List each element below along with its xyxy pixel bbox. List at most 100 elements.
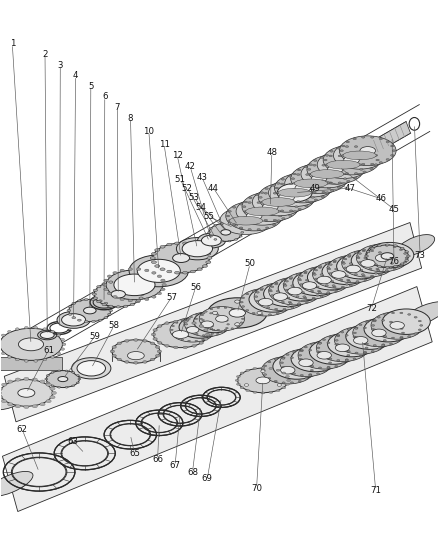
Ellipse shape [274, 173, 330, 203]
Ellipse shape [347, 256, 350, 257]
Ellipse shape [96, 286, 101, 288]
Ellipse shape [355, 265, 358, 267]
Ellipse shape [377, 265, 381, 268]
Ellipse shape [77, 361, 105, 376]
Ellipse shape [310, 369, 313, 371]
Ellipse shape [365, 251, 369, 253]
Ellipse shape [343, 178, 346, 180]
Ellipse shape [18, 389, 35, 397]
Ellipse shape [94, 281, 142, 307]
Ellipse shape [92, 293, 96, 295]
Ellipse shape [34, 327, 38, 329]
Ellipse shape [281, 372, 285, 374]
Ellipse shape [399, 328, 402, 329]
Ellipse shape [360, 163, 364, 165]
Ellipse shape [276, 312, 279, 314]
Ellipse shape [281, 217, 284, 220]
Ellipse shape [399, 337, 402, 339]
Ellipse shape [46, 370, 79, 387]
Ellipse shape [322, 354, 325, 356]
Ellipse shape [318, 265, 321, 267]
Ellipse shape [276, 290, 279, 292]
Ellipse shape [317, 151, 369, 179]
Ellipse shape [297, 187, 300, 188]
Ellipse shape [209, 236, 212, 237]
Ellipse shape [362, 265, 365, 267]
Ellipse shape [399, 263, 403, 265]
Ellipse shape [298, 279, 301, 281]
Ellipse shape [361, 250, 364, 252]
Ellipse shape [278, 215, 281, 217]
Ellipse shape [287, 175, 291, 177]
Ellipse shape [241, 297, 244, 298]
Ellipse shape [152, 337, 157, 340]
Ellipse shape [355, 281, 358, 282]
Ellipse shape [57, 352, 60, 354]
Ellipse shape [102, 284, 107, 286]
Ellipse shape [310, 197, 314, 198]
Ellipse shape [340, 346, 343, 348]
Ellipse shape [242, 206, 245, 207]
Polygon shape [4, 222, 420, 422]
Ellipse shape [341, 145, 344, 147]
Ellipse shape [51, 391, 57, 394]
Ellipse shape [419, 325, 422, 326]
Ellipse shape [339, 136, 395, 166]
Ellipse shape [18, 338, 43, 351]
Ellipse shape [71, 358, 111, 379]
Ellipse shape [399, 336, 402, 338]
Ellipse shape [318, 292, 321, 293]
Ellipse shape [345, 265, 360, 273]
Ellipse shape [341, 173, 344, 175]
Text: 58: 58 [108, 321, 119, 330]
Ellipse shape [216, 307, 219, 309]
Ellipse shape [339, 279, 342, 281]
Ellipse shape [283, 285, 286, 286]
Ellipse shape [209, 228, 212, 229]
Ellipse shape [369, 150, 372, 152]
Text: 3: 3 [57, 61, 63, 69]
Ellipse shape [258, 298, 272, 306]
Ellipse shape [370, 247, 374, 249]
Ellipse shape [202, 335, 205, 336]
Ellipse shape [344, 284, 347, 285]
Ellipse shape [272, 206, 275, 208]
Ellipse shape [260, 201, 263, 203]
Ellipse shape [157, 275, 161, 278]
Ellipse shape [109, 281, 113, 283]
Ellipse shape [279, 349, 332, 376]
Ellipse shape [332, 260, 336, 262]
Ellipse shape [25, 360, 28, 362]
Ellipse shape [314, 269, 317, 271]
Ellipse shape [297, 288, 300, 289]
Ellipse shape [381, 335, 384, 337]
Ellipse shape [186, 320, 189, 321]
Ellipse shape [191, 322, 196, 325]
Ellipse shape [327, 165, 342, 173]
Ellipse shape [272, 354, 320, 379]
Ellipse shape [290, 382, 293, 384]
Ellipse shape [107, 313, 111, 316]
Ellipse shape [312, 164, 315, 166]
Ellipse shape [195, 333, 198, 335]
Ellipse shape [282, 310, 285, 311]
Ellipse shape [151, 333, 155, 336]
Ellipse shape [117, 342, 121, 345]
Ellipse shape [322, 339, 325, 341]
Ellipse shape [322, 370, 325, 372]
Ellipse shape [57, 386, 60, 388]
Ellipse shape [312, 191, 315, 193]
Ellipse shape [136, 299, 141, 302]
Ellipse shape [185, 324, 187, 325]
Ellipse shape [274, 298, 277, 300]
Ellipse shape [270, 180, 318, 205]
Ellipse shape [292, 182, 296, 184]
Ellipse shape [212, 329, 215, 330]
Ellipse shape [259, 314, 262, 316]
Ellipse shape [135, 286, 139, 288]
Ellipse shape [403, 261, 406, 263]
Ellipse shape [308, 350, 311, 351]
Ellipse shape [51, 372, 54, 373]
Ellipse shape [0, 348, 1, 350]
Ellipse shape [127, 352, 144, 360]
